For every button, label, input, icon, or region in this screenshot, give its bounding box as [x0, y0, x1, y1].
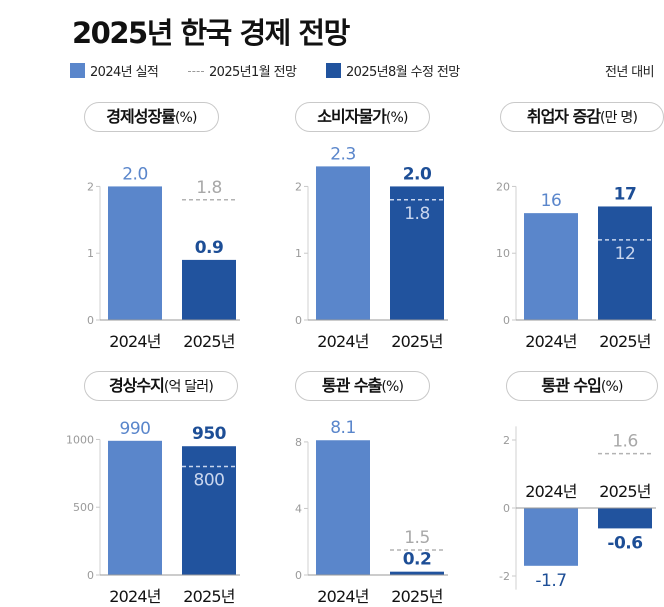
panel-title-current-account: 경상수지(억 달러): [84, 371, 238, 401]
gdp-value-label-2025: 0.9: [195, 238, 224, 258]
imports-category-label-2024: 2024년: [525, 482, 577, 501]
exports-bar-2025: [390, 571, 444, 575]
exports-value-label-2024: 8.1: [330, 418, 356, 438]
chart-title: 2025년 한국 경제 전망: [72, 16, 350, 50]
cpi-january-label: 1.8: [404, 204, 430, 224]
employment-category-label-2025: 2025년: [599, 332, 651, 351]
current-account-value-label-2024: 990: [120, 419, 151, 439]
panel-title-gdp: 경제성장률(%): [84, 102, 219, 132]
employment-january-label: 12: [615, 244, 636, 264]
current-account-bar-2024: [108, 440, 162, 575]
legend-label-august: 2025년8월 수정 전망: [346, 65, 460, 80]
imports-january-label: 1.6: [612, 432, 638, 452]
cpi-ytick-label: 0: [295, 314, 302, 327]
imports-value-label-2025: -0.6: [607, 533, 642, 553]
current-account-category-label-2024: 2024년: [109, 587, 161, 606]
imports-ytick-label: 2: [503, 434, 510, 447]
panel-title-current-account-label: 경상수지: [108, 376, 165, 395]
panel-title-employment-label: 취업자 증감: [526, 107, 601, 126]
gdp-category-label-2025: 2025년: [183, 332, 235, 351]
panel-title-gdp-unit: (%): [174, 110, 198, 126]
imports-value-label-2024: -1.7: [535, 571, 566, 591]
employment-ytick-label: 20: [496, 180, 510, 193]
legend-item-january: 2025년1월 전망: [188, 61, 297, 80]
gdp-bar-2024: [108, 186, 162, 320]
legend-label-actual: 2024년 실적: [90, 65, 159, 80]
panel-title-employment: 취업자 증감(만 명): [500, 102, 664, 132]
exports-ytick-label: 8: [295, 436, 302, 449]
legend-swatch-actual: [70, 63, 85, 78]
employment-ytick-label: 0: [503, 314, 510, 327]
panel-title-current-account-unit: (억 달러): [163, 379, 214, 395]
employment-value-label-2025: 17: [614, 184, 637, 204]
current-account-ytick-label: 500: [73, 501, 94, 514]
cpi-ytick-label: 1: [295, 247, 302, 260]
panel-title-cpi-unit: (%): [385, 110, 409, 126]
panel-title-exports-unit: (%): [381, 379, 404, 395]
current-account-ytick-label: 1000: [66, 433, 94, 446]
gdp-ytick-label: 0: [87, 314, 94, 327]
employment-value-label-2024: 16: [541, 191, 562, 211]
panel-title-imports-unit: (%): [600, 379, 624, 395]
panel-title-exports-label: 통관 수출: [321, 376, 382, 395]
cpi-bar-2024: [316, 166, 370, 320]
imports-ytick-label: 0: [503, 502, 510, 515]
cpi-value-label-2024: 2.3: [330, 144, 356, 164]
legend-dash-january: [188, 71, 204, 72]
current-account-january-label: 800: [194, 471, 225, 491]
gdp-january-label: 1.8: [196, 178, 222, 198]
panel-title-employment-unit: (만 명): [600, 110, 638, 126]
employment-bar-2025: [598, 206, 652, 320]
panel-title-gdp-label: 경제성장률: [106, 107, 176, 126]
legend-note: 전년 대비: [605, 65, 655, 80]
legend-label-january: 2025년1월 전망: [209, 65, 297, 80]
panel-title-cpi: 소비자물가(%): [295, 102, 430, 132]
gdp-bar-2025: [182, 259, 236, 320]
gdp-category-label-2024: 2024년: [109, 332, 161, 351]
exports-january-label: 1.5: [404, 528, 430, 548]
legend-item-actual: 2024년 실적: [70, 61, 159, 80]
panel-title-exports: 통관 수출(%): [295, 371, 430, 401]
employment-category-label-2024: 2024년: [525, 332, 577, 351]
current-account-bar-2025: [182, 446, 236, 575]
panel-title-imports: 통관 수입(%): [506, 371, 658, 401]
imports-ytick-label: -2: [499, 570, 510, 583]
legend: 2024년 실적 2025년1월 전망 2025년8월 수정 전망 전년 대비: [70, 58, 658, 82]
exports-category-label-2024: 2024년: [317, 587, 369, 606]
employment-ytick-label: 10: [496, 247, 510, 260]
imports-bar-2025: [598, 508, 652, 529]
cpi-category-label-2024: 2024년: [317, 332, 369, 351]
cpi-value-label-2025: 2.0: [403, 164, 432, 184]
employment-bar-2024: [524, 213, 578, 320]
cpi-ytick-label: 2: [295, 180, 302, 193]
legend-item-august: 2025년8월 수정 전망: [326, 61, 460, 80]
legend-swatch-august: [326, 63, 341, 78]
exports-ytick-label: 0: [295, 569, 302, 582]
gdp-value-label-2024: 2.0: [122, 164, 148, 184]
cpi-category-label-2025: 2025년: [391, 332, 443, 351]
current-account-ytick-label: 0: [87, 569, 94, 582]
imports-category-label-2025: 2025년: [599, 482, 651, 501]
exports-ytick-label: 4: [295, 502, 302, 515]
panel-title-cpi-label: 소비자물가: [317, 107, 387, 126]
exports-value-label-2025: 0.2: [403, 550, 432, 570]
gdp-ytick-label: 1: [87, 247, 94, 260]
current-account-category-label-2025: 2025년: [183, 587, 235, 606]
cpi-bar-2025: [390, 186, 444, 320]
exports-bar-2024: [316, 440, 370, 575]
gdp-ytick-label: 2: [87, 180, 94, 193]
panel-title-imports-label: 통관 수입: [541, 376, 601, 395]
exports-category-label-2025: 2025년: [391, 587, 443, 606]
imports-bar-2024: [524, 508, 578, 566]
current-account-value-label-2025: 950: [192, 424, 227, 444]
